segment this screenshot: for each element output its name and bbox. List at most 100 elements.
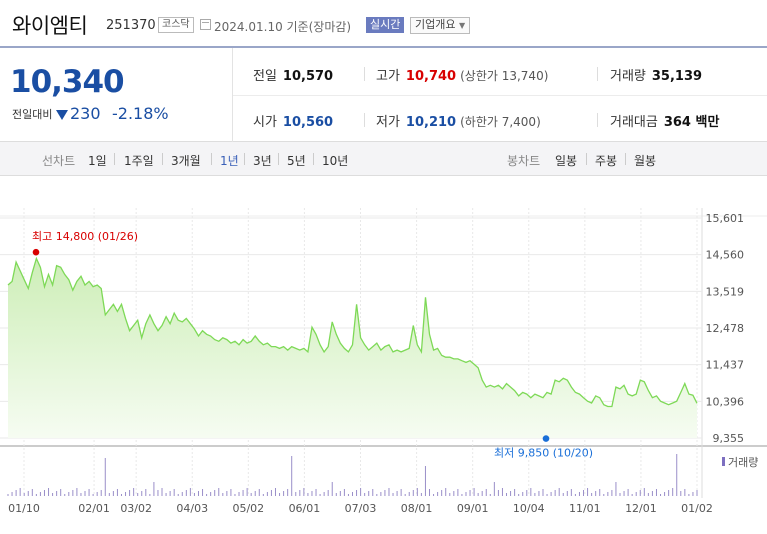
volume-bar [291, 456, 293, 496]
volume-bar [315, 489, 317, 496]
volume-bar [68, 492, 70, 496]
volume-bar [177, 494, 179, 496]
volume-bar [153, 482, 155, 496]
volume-bar [664, 492, 666, 496]
volume-bar [125, 492, 127, 496]
volume-bar [477, 493, 479, 496]
volume-bar [672, 488, 674, 496]
period-divider [586, 153, 587, 165]
volume-bar [193, 493, 195, 496]
volume-bar [469, 490, 471, 496]
candle-daily[interactable]: 일봉 [555, 154, 578, 168]
volume-bar [161, 488, 163, 496]
volume-bar [120, 494, 122, 496]
volume-bar [331, 482, 333, 496]
volume-bar [197, 491, 199, 496]
volume-bar [437, 492, 439, 496]
stat-prev: 전일 10,570 [253, 65, 333, 84]
volume-bar [493, 482, 495, 496]
volume-bar [372, 489, 374, 496]
high-marker [32, 248, 40, 256]
volume-bar [615, 482, 617, 496]
volume-bar [133, 488, 135, 496]
volume-bar [643, 488, 645, 496]
company-overview-dropdown[interactable]: 기업개요 ▼ [410, 17, 471, 34]
volume-bar [88, 489, 90, 496]
volume-bar [570, 489, 572, 496]
high-annotation: 최고 14,800 (01/26) [32, 230, 138, 243]
volume-bar [214, 490, 216, 496]
stock-header: 와이엠티 251370 코스닥 2024.01.10 기준(장마감) 실시간 기… [0, 0, 767, 46]
y-tick-label: 11,437 [706, 359, 745, 372]
volume-bar [112, 491, 114, 496]
volume-bar [226, 491, 228, 496]
x-tick-label: 04/03 [176, 502, 208, 515]
volume-bar [319, 494, 321, 496]
volume-bar [335, 493, 337, 496]
volume-bar [408, 492, 410, 496]
candle-monthly[interactable]: 월봉 [634, 154, 657, 168]
volume-bar [266, 492, 268, 496]
period-3y[interactable]: 3년 [253, 154, 272, 168]
stats-divider [233, 95, 767, 96]
volume-bar [441, 490, 443, 496]
volume-bar [457, 489, 459, 496]
volume-bar [647, 493, 649, 496]
volume-bar [84, 491, 86, 496]
volume-bar [238, 492, 240, 496]
volume-bar [404, 494, 406, 496]
period-divider [625, 153, 626, 165]
candle-weekly[interactable]: 주봉 [595, 154, 618, 168]
volume-bar [542, 489, 544, 496]
stat-open: 시가 10,560 [253, 111, 333, 130]
x-tick-label: 03/02 [120, 502, 152, 515]
volume-bar [76, 488, 78, 496]
period-divider [244, 153, 245, 165]
change-value: 230 [70, 104, 101, 123]
volume-bar [473, 488, 475, 496]
stat-high-label: 고가 [376, 69, 400, 84]
x-tick-label: 01/02 [681, 502, 713, 515]
stat-volume-label: 거래량 [610, 69, 646, 84]
volume-bar [242, 490, 244, 496]
period-divider [162, 153, 163, 165]
stat-amount-label: 거래대금 [610, 115, 658, 130]
volume-bar [465, 492, 467, 496]
period-3m[interactable]: 3개월 [171, 154, 201, 168]
stat-low-value: 10,210 [405, 115, 457, 130]
realtime-button[interactable]: 실시간 [366, 17, 405, 33]
volume-bar [35, 494, 37, 496]
volume-bar [599, 489, 601, 496]
volume-bar [574, 494, 576, 496]
volume-bar [660, 494, 662, 496]
y-tick-label: 12,478 [706, 322, 745, 335]
period-divider [278, 153, 279, 165]
volume-bar [129, 490, 131, 496]
volume-bar [116, 489, 118, 496]
volume-bar [250, 493, 252, 496]
x-tick-label: 08/01 [401, 502, 433, 515]
period-1y[interactable]: 1년 [220, 154, 239, 168]
volume-bar [558, 488, 560, 496]
volume-bar [424, 466, 426, 496]
volume-bar [169, 491, 171, 496]
volume-bar [388, 488, 390, 496]
period-1w[interactable]: 1주일 [124, 154, 154, 168]
volume-bar [489, 494, 491, 496]
period-1d[interactable]: 1일 [88, 154, 107, 168]
price-chart[interactable]: 15,601 14,560 13,519 12,478 11,437 10,396 9,35… [0, 176, 767, 534]
period-10y[interactable]: 10년 [322, 154, 349, 168]
stat-high: 고가 10,740 (상한가 13,740) [376, 65, 548, 84]
volume-bar [15, 490, 17, 496]
y-tick-label: 14,560 [706, 249, 745, 262]
volume-bar [497, 490, 499, 496]
volume-bar [684, 489, 686, 496]
volume-bar [453, 491, 455, 496]
volume-bar [48, 488, 50, 496]
period-5y[interactable]: 5년 [287, 154, 306, 168]
volume-bar [392, 493, 394, 496]
volume-bar [222, 493, 224, 496]
x-tick-label: 02/01 [78, 502, 110, 515]
volume-bar [173, 489, 175, 496]
volume-bar [157, 490, 159, 496]
